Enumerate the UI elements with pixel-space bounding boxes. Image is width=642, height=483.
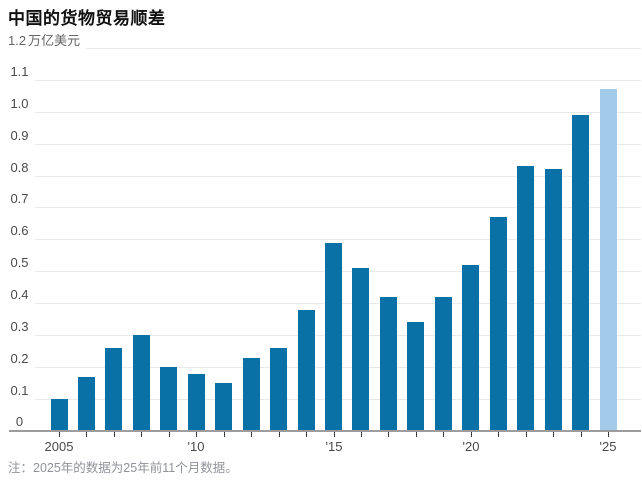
bar-2023 [545, 169, 562, 431]
bar-2024 [572, 115, 589, 431]
bar-2018 [407, 322, 424, 431]
bar-2015 [325, 243, 342, 431]
x-axis-label: 2005 [44, 439, 74, 454]
y-axis-label: 0.3 [10, 319, 29, 334]
y-axis-label: 0.8 [10, 160, 29, 175]
x-axis-tick [443, 432, 444, 437]
bar-2009 [160, 367, 177, 431]
bar-2011 [215, 383, 232, 431]
x-axis-tick [141, 432, 142, 437]
x-axis-tick [388, 432, 389, 437]
x-axis-baseline [9, 430, 641, 432]
x-axis-label: '10 [187, 439, 205, 454]
bar-2012 [243, 358, 260, 431]
gridline [35, 207, 641, 208]
x-axis-tick [224, 432, 225, 437]
gridline [35, 144, 641, 145]
bar-2016 [352, 268, 369, 431]
x-axis-tick [59, 432, 60, 437]
x-axis-tick [471, 432, 472, 437]
x-axis-tick [553, 432, 554, 437]
y-axis-label: 0.7 [10, 191, 29, 206]
bar-2017 [380, 297, 397, 431]
bar-2007 [105, 348, 122, 431]
x-axis-tick [416, 432, 417, 437]
gridline [35, 80, 641, 81]
bar-2010 [188, 374, 205, 431]
bar-2022 [517, 166, 534, 431]
x-axis-label: '25 [599, 439, 617, 454]
y-axis-label: 1.0 [10, 96, 29, 111]
bar-2020 [462, 265, 479, 431]
x-axis-label: '15 [325, 439, 343, 454]
x-axis-tick [498, 432, 499, 437]
y-axis-label: 0.5 [10, 255, 29, 270]
footnote: 注：2025年的数据为25年前11个月数据。 [8, 461, 238, 475]
x-axis-tick [334, 432, 335, 437]
x-axis-tick [306, 432, 307, 437]
y-axis-label: 1.1 [10, 64, 29, 79]
bar-2025 [600, 89, 617, 431]
y-axis-label: 0.6 [10, 223, 29, 238]
gridline [35, 176, 641, 177]
x-axis-tick [608, 432, 609, 437]
x-axis-label: '20 [462, 439, 480, 454]
x-axis-tick [251, 432, 252, 437]
bar-2019 [435, 297, 452, 431]
x-axis-tick [86, 432, 87, 437]
bar-2006 [78, 377, 95, 431]
y-axis-label: 0.1 [10, 383, 29, 398]
y-axis-top-label: 1.2 万亿美元 [8, 30, 80, 49]
bar-2008 [133, 335, 150, 431]
x-axis-tick [526, 432, 527, 437]
y-axis-label: 0 [15, 414, 24, 429]
bar-2005 [51, 399, 68, 431]
y-axis-label: 0.2 [10, 351, 29, 366]
x-axis-tick [581, 432, 582, 437]
x-axis-tick [196, 432, 197, 437]
x-axis-tick [114, 432, 115, 437]
gridline [86, 48, 641, 49]
y-axis-unit-label: 万亿美元 [28, 33, 81, 48]
gridline [35, 112, 641, 113]
bar-2014 [298, 310, 315, 431]
bar-2013 [270, 348, 287, 431]
y-axis-label: 0.4 [10, 287, 29, 302]
gridline [35, 239, 641, 240]
x-axis-tick [361, 432, 362, 437]
bar-2021 [490, 217, 507, 431]
chart-title: 中国的货物贸易顺差 [8, 9, 166, 28]
x-axis-tick [279, 432, 280, 437]
y-axis-label: 0.9 [10, 128, 29, 143]
x-axis-tick [169, 432, 170, 437]
y-axis-top-value: 1.2 [8, 33, 27, 48]
